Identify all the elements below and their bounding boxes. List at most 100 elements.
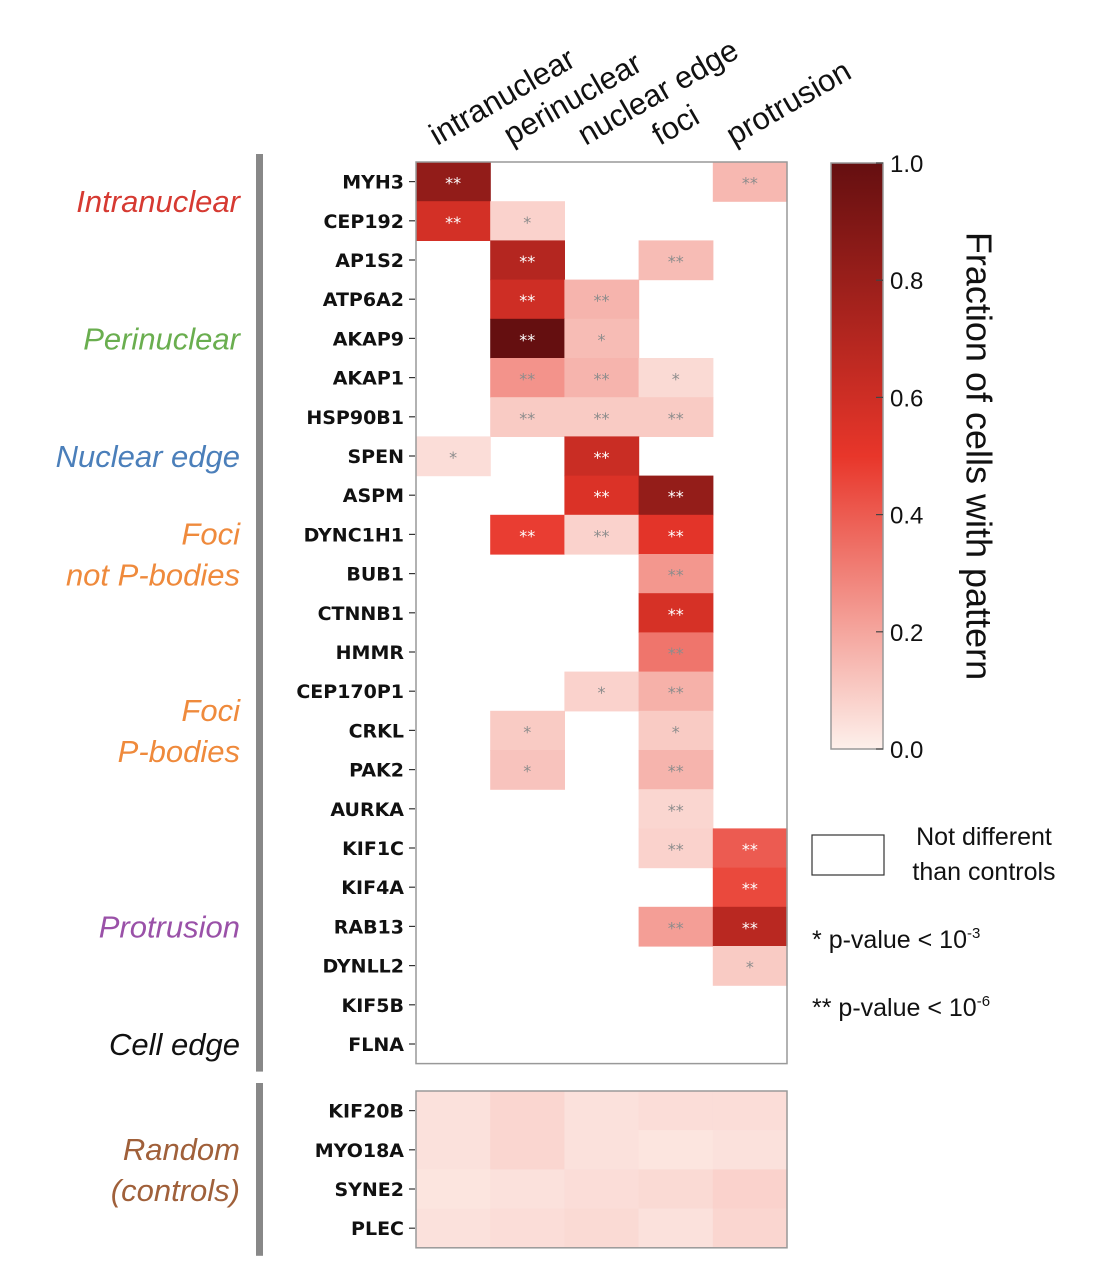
group-label-cell-edge: Cell edge xyxy=(109,1027,240,1062)
gene-label-rab13: RAB13 xyxy=(334,916,404,938)
single-star-text: p-value < 10 xyxy=(829,926,967,954)
gene-label-dynll2: DYNLL2 xyxy=(323,956,404,978)
cell-ap1s2-perinuclear xyxy=(490,240,565,281)
cell-akap1-nuclear-edge xyxy=(564,358,640,398)
colorbar-gradient xyxy=(830,162,884,750)
cell-plec-intranuclear xyxy=(416,1208,491,1249)
cell-akap1-foci xyxy=(638,358,714,398)
sig-mark-atp6a2-perinuclear: ** xyxy=(519,291,535,310)
single-star-exponent: -3 xyxy=(967,925,980,942)
sig-mark-atp6a2-nuclear-edge: ** xyxy=(594,291,610,310)
cell-kif20b-nuclear-edge xyxy=(564,1091,640,1131)
cell-atp6a2-nuclear-edge xyxy=(564,279,640,320)
cell-dync1h1-foci xyxy=(638,514,714,555)
cell-myo18a-foci xyxy=(638,1130,714,1170)
gene-label-atp6a2: ATP6A2 xyxy=(323,289,404,311)
sig-mark-rab13-protrusion: ** xyxy=(742,918,758,937)
group-bar-foci-p-bodies xyxy=(256,624,263,837)
group-label-foci-p-bodies-line-1: Foci xyxy=(181,693,241,728)
cell-hmmr-foci xyxy=(638,632,714,673)
gene-label-ap1s2: AP1S2 xyxy=(335,250,404,272)
sig-mark-kif1c-foci: ** xyxy=(668,840,684,859)
gene-label-syne2: SYNE2 xyxy=(334,1179,404,1201)
sig-mark-cep170p1-nuclear-edge: * xyxy=(598,683,606,702)
double-star-symbol: ** xyxy=(812,994,832,1022)
gene-label-hsp90b1: HSP90B1 xyxy=(306,407,404,429)
group-label-perinuclear: Perinuclear xyxy=(83,321,241,356)
sig-mark-ap1s2-foci: ** xyxy=(668,252,684,271)
cell-aspm-foci xyxy=(638,475,714,516)
not-different-line-2: than controls xyxy=(912,858,1055,886)
cell-hsp90b1-perinuclear xyxy=(490,397,565,437)
cell-bub1-foci xyxy=(638,554,714,594)
sig-mark-cep192-intranuclear: ** xyxy=(445,213,461,232)
controls-panel-frame xyxy=(415,1090,788,1249)
colorbar-tick-label-0-2: 0.2 xyxy=(890,620,923,647)
cell-plec-foci xyxy=(638,1208,714,1249)
cell-syne2-protrusion xyxy=(712,1169,788,1210)
sig-mark-aspm-foci: ** xyxy=(668,487,684,506)
gene-label-aurka: AURKA xyxy=(330,799,404,821)
sig-mark-hsp90b1-nuclear-edge: ** xyxy=(594,409,610,428)
cell-kif1c-protrusion xyxy=(712,828,788,869)
colorbar: 1.0 0.8 0.6 0.4 0.2 0.0 Fraction of cells wit… xyxy=(830,151,999,764)
colorbar-tick-label-0-6: 0.6 xyxy=(890,385,923,412)
cell-myo18a-perinuclear xyxy=(490,1130,565,1170)
double-star-text: p-value < 10 xyxy=(838,994,976,1022)
heatmap-cells: ** **** *** **** **** *** ** *** ** *** **** **** **… xyxy=(416,162,788,1249)
sig-mark-myh3-protrusion: ** xyxy=(742,174,758,193)
group-bar-random-controls xyxy=(256,1083,263,1256)
sig-mark-hsp90b1-perinuclear: ** xyxy=(519,409,535,428)
gene-label-flna: FLNA xyxy=(348,1034,404,1056)
gene-label-ctnnb1: CTNNB1 xyxy=(318,603,404,625)
cell-ctnnb1-foci xyxy=(638,593,714,633)
gene-labels: MYH3 CEP192 AP1S2 ATP6A2 AKAP9 AKAP1 HSP90B1 SP… xyxy=(296,172,415,1240)
gene-label-myo18a: MYO18A xyxy=(315,1140,405,1162)
sig-mark-dync1h1-foci: ** xyxy=(668,526,684,545)
cell-syne2-foci xyxy=(638,1169,714,1210)
group-bar-intranuclear xyxy=(256,154,263,249)
gene-label-cep192: CEP192 xyxy=(323,211,404,233)
cell-cep170p1-foci xyxy=(638,671,714,712)
single-star-legend: * p-value < 10-3 xyxy=(812,925,980,954)
cell-myo18a-protrusion xyxy=(712,1130,788,1170)
gene-label-kif20b: KIF20B xyxy=(328,1101,404,1123)
sig-mark-pak2-perinuclear: * xyxy=(523,762,531,781)
cell-akap9-perinuclear xyxy=(490,318,565,359)
cell-myh3-intranuclear xyxy=(416,162,491,202)
cell-aurka-foci xyxy=(638,789,714,829)
not-different-line-1: Not different xyxy=(916,823,1052,851)
group-label-random-controls-line-2: (controls) xyxy=(111,1173,240,1208)
cell-syne2-nuclear-edge xyxy=(564,1169,640,1210)
cell-plec-protrusion xyxy=(712,1208,788,1249)
cell-kif20b-foci xyxy=(638,1091,714,1131)
group-label-foci-not-p-bodies-line-1: Foci xyxy=(181,517,241,552)
colorbar-ticks: 1.0 0.8 0.6 0.4 0.2 0.0 xyxy=(876,151,923,764)
cell-aspm-nuclear-edge xyxy=(564,475,640,516)
cell-pak2-foci xyxy=(638,750,714,790)
sig-mark-cep170p1-foci: ** xyxy=(668,683,684,702)
group-bar-nuclear-edge xyxy=(256,428,263,484)
cell-myo18a-intranuclear xyxy=(416,1130,491,1170)
gene-label-akap9: AKAP9 xyxy=(333,328,404,350)
significance-legend: Not different than controls * p-value < … xyxy=(811,823,1056,1022)
colorbar-tick-label-0-8: 0.8 xyxy=(890,268,923,295)
colorbar-tick-label-1-0: 1.0 xyxy=(890,151,923,178)
gene-label-cep170p1: CEP170P1 xyxy=(296,681,404,703)
cell-kif4a-protrusion xyxy=(712,867,788,908)
sig-mark-hmmr-foci: ** xyxy=(668,644,684,663)
cell-cep192-intranuclear xyxy=(416,201,491,241)
group-label-random-controls-line-1: Random xyxy=(123,1132,240,1167)
sig-mark-akap1-perinuclear: ** xyxy=(519,370,535,389)
cell-kif20b-intranuclear xyxy=(416,1091,491,1131)
gene-label-spen: SPEN xyxy=(348,446,405,468)
colorbar-title: Fraction of cells with pattern xyxy=(958,232,999,680)
sig-mark-crkl-foci: * xyxy=(672,722,680,741)
sig-mark-kif1c-protrusion: ** xyxy=(742,840,758,859)
gene-label-plec: PLEC xyxy=(351,1218,404,1240)
group-label-protrusion: Protrusion xyxy=(99,909,240,944)
cell-kif1c-foci xyxy=(638,828,714,869)
cell-spen-intranuclear xyxy=(416,436,491,477)
cell-crkl-foci xyxy=(638,710,714,751)
